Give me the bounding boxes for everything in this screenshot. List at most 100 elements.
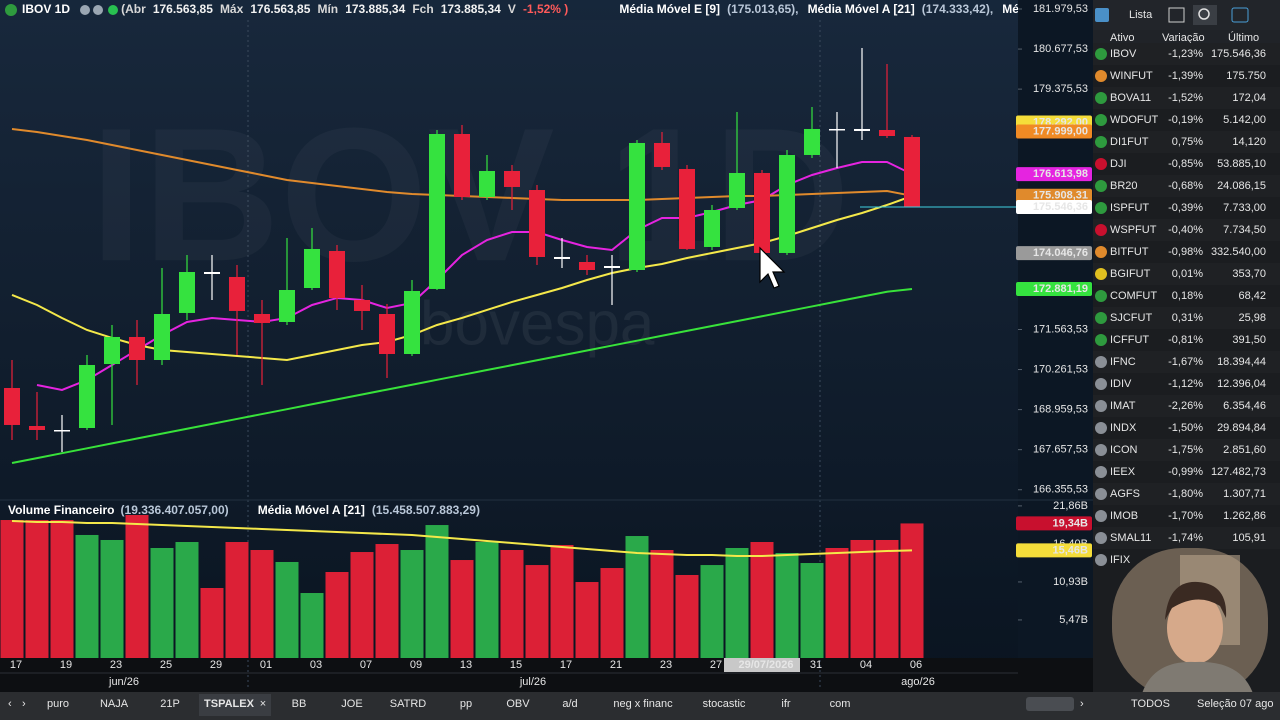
ticker[interactable]: SJCFUT: [1110, 312, 1152, 324]
month-label: ago/26: [901, 676, 935, 688]
tab[interactable]: ifr: [781, 698, 791, 710]
high-value: 176.563,85: [250, 2, 310, 16]
tab[interactable]: pp: [460, 698, 472, 710]
ticker[interactable]: WSPFUT: [1110, 224, 1157, 236]
ticker[interactable]: WDOFUT: [1110, 114, 1159, 126]
tab[interactable]: SATRD: [390, 698, 427, 710]
tab-scroll-right[interactable]: ›: [22, 698, 26, 710]
ticker[interactable]: INDX: [1110, 422, 1137, 434]
header-icon[interactable]: [80, 5, 90, 15]
tab[interactable]: TSPALEX: [204, 698, 255, 710]
axis-flag: [1016, 543, 1092, 558]
ticker[interactable]: COMFUT: [1110, 290, 1157, 302]
header-icon[interactable]: [108, 5, 118, 15]
ticker[interactable]: WINFUT: [1110, 70, 1153, 82]
ticker[interactable]: DI1FUT: [1110, 136, 1149, 148]
scrollbar[interactable]: [1026, 697, 1074, 711]
volume-title: Volume Financeiro: [8, 503, 114, 517]
tab-scroll-left[interactable]: ‹: [8, 698, 12, 710]
legend-entry: Média Móvel A [21]: [258, 503, 365, 517]
asset-icon: [1095, 224, 1107, 236]
tab[interactable]: neg x financ: [613, 698, 673, 710]
tab[interactable]: BB: [292, 698, 307, 710]
last-price: 29.894,84: [1217, 422, 1266, 434]
last-price: 53.885,10: [1217, 158, 1266, 170]
tab[interactable]: 21P: [160, 698, 180, 710]
ticker[interactable]: BOVA11: [1110, 92, 1151, 104]
close-label: Fch: [412, 2, 433, 16]
last-price: 172,04: [1232, 92, 1266, 104]
y-tick-label: 171.563,53: [1033, 323, 1088, 335]
ticker[interactable]: SMAL11: [1110, 532, 1151, 544]
variation: 0,18%: [1172, 290, 1203, 302]
ticker[interactable]: IFNC: [1110, 356, 1136, 368]
last-price: 1.262,86: [1223, 510, 1266, 522]
asset-icon: [1095, 70, 1107, 82]
volume-bar: [25, 520, 49, 658]
ticker[interactable]: ICON: [1110, 444, 1138, 456]
variation: -1,39%: [1168, 70, 1203, 82]
y-tick-label: 10,93B: [1053, 576, 1088, 588]
legend-value: (15.458.507.883,29): [372, 503, 480, 517]
column-header: Ativo: [1110, 32, 1134, 44]
ticker[interactable]: BGIFUT: [1110, 268, 1151, 280]
search-icon[interactable]: [1193, 5, 1217, 25]
row-background: [1093, 439, 1280, 461]
asset-icon: [1095, 356, 1107, 368]
tab-close[interactable]: ×: [260, 698, 266, 710]
low-value: 173.885,34: [345, 2, 405, 16]
candle-body: [54, 430, 70, 432]
ticker[interactable]: IDIV: [1110, 378, 1132, 390]
tab[interactable]: NAJA: [100, 698, 129, 710]
ticker[interactable]: AGFS: [1110, 488, 1140, 500]
ticker[interactable]: ICFFUT: [1110, 334, 1149, 346]
volume-bar: [200, 588, 224, 658]
tab[interactable]: a/d: [562, 698, 577, 710]
asset-icon: [1095, 334, 1107, 346]
ticker[interactable]: DJI: [1110, 158, 1127, 170]
header-icon[interactable]: [93, 5, 103, 15]
webcam-shirt: [1140, 661, 1255, 700]
tab[interactable]: JOE: [341, 698, 362, 710]
tab[interactable]: OBV: [506, 698, 530, 710]
date-axis-background: [0, 658, 1093, 692]
asset-icon: [1095, 202, 1107, 214]
footer-filter[interactable]: TODOS: [1131, 698, 1170, 710]
legend-entry: Média Mó: [1002, 2, 1057, 16]
panel-icon[interactable]: [1231, 7, 1249, 23]
x-tick-label: 15: [510, 659, 522, 671]
row-background: [1093, 483, 1280, 505]
column-header: Variação: [1162, 32, 1205, 44]
ticker[interactable]: IMOB: [1110, 510, 1138, 522]
ticker[interactable]: IBOV: [1110, 48, 1137, 60]
ticker[interactable]: IMAT: [1110, 400, 1136, 412]
ticker[interactable]: BR20: [1110, 180, 1138, 192]
variation: -0,68%: [1168, 180, 1203, 192]
scroll-right[interactable]: ›: [1080, 698, 1084, 710]
ticker[interactable]: IEEX: [1110, 466, 1136, 478]
candle-body: [379, 314, 395, 354]
last-price: 127.482,73: [1211, 466, 1266, 478]
variation: 0,31%: [1172, 312, 1203, 324]
ticker[interactable]: ISPFUT: [1110, 202, 1149, 214]
variation: -0,85%: [1168, 158, 1203, 170]
variation: -1,67%: [1168, 356, 1203, 368]
open-value: 176.563,85: [153, 2, 213, 16]
panel-icon[interactable]: [1095, 8, 1109, 22]
list-icon[interactable]: [1168, 7, 1185, 23]
ticker[interactable]: IFIX: [1110, 554, 1131, 566]
volume-bar: [800, 563, 824, 658]
volume-bar: [425, 525, 449, 658]
volume-bar: [550, 545, 574, 658]
ticker[interactable]: BITFUT: [1110, 246, 1149, 258]
symbol: IBOV 1D: [22, 2, 70, 16]
row-background: [1093, 505, 1280, 527]
volume-bar: [350, 552, 374, 658]
tab[interactable]: com: [830, 698, 851, 710]
tab[interactable]: puro: [47, 698, 69, 710]
candle-body: [604, 266, 620, 268]
last-price: 175.546,36: [1211, 48, 1266, 60]
watchlist-title[interactable]: Lista: [1129, 9, 1153, 21]
tab[interactable]: stocastic: [703, 698, 746, 710]
candle-body: [129, 336, 145, 360]
